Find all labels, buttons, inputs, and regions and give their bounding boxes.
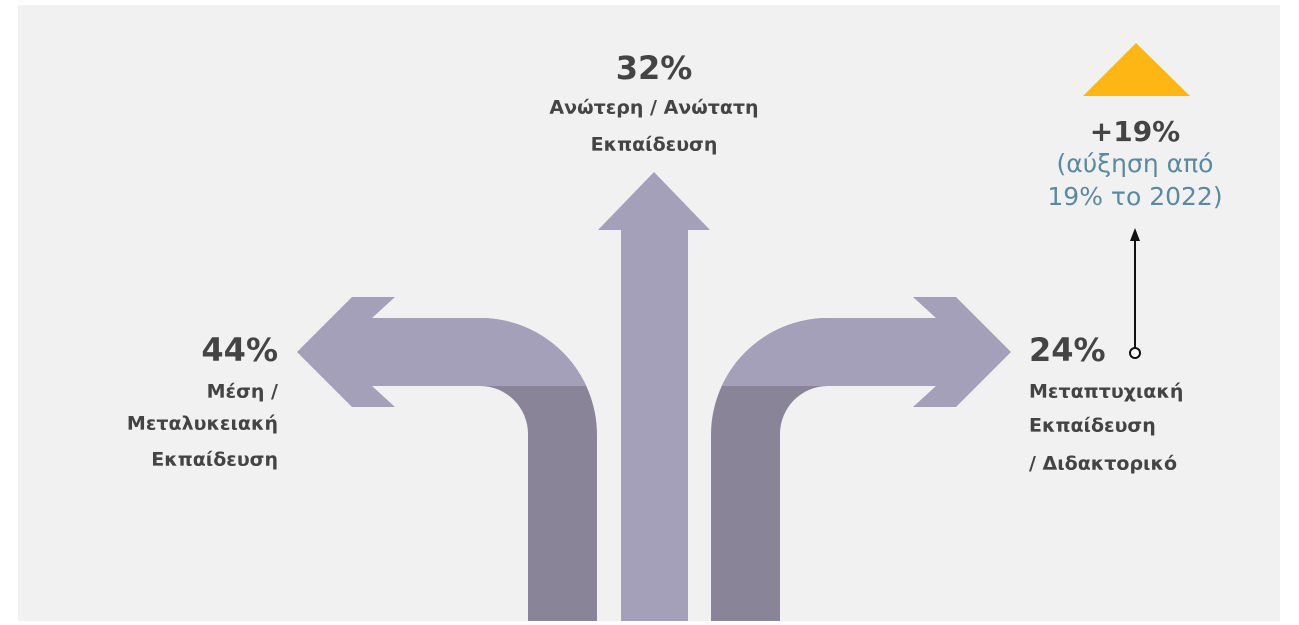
center-value: 32% bbox=[616, 49, 693, 87]
connector-head bbox=[1130, 228, 1140, 241]
left-value: 44% bbox=[201, 331, 278, 369]
left-label: Εκπαίδευση bbox=[151, 449, 278, 471]
center-label: Εκπαίδευση bbox=[591, 134, 718, 156]
center-label: Ανώτερη / Ανώτατη bbox=[549, 97, 758, 119]
right-label: Εκπαίδευση bbox=[1029, 415, 1156, 437]
increase-triangle bbox=[1083, 43, 1190, 96]
left-label: Μεταλυκειακή bbox=[127, 413, 278, 435]
change-value: +19% bbox=[1090, 115, 1180, 148]
connector-dot bbox=[1129, 347, 1141, 359]
center-arrow bbox=[598, 172, 710, 621]
right-label: Μεταπτυχιακή bbox=[1029, 381, 1183, 403]
right-value: 24% bbox=[1029, 331, 1106, 369]
left-label: Μέση / bbox=[207, 381, 278, 403]
change-note: 19% το 2022) bbox=[1047, 182, 1222, 211]
change-note: (αύξηση από bbox=[1057, 149, 1214, 178]
right-label: / Διδακτορικό bbox=[1029, 453, 1177, 475]
